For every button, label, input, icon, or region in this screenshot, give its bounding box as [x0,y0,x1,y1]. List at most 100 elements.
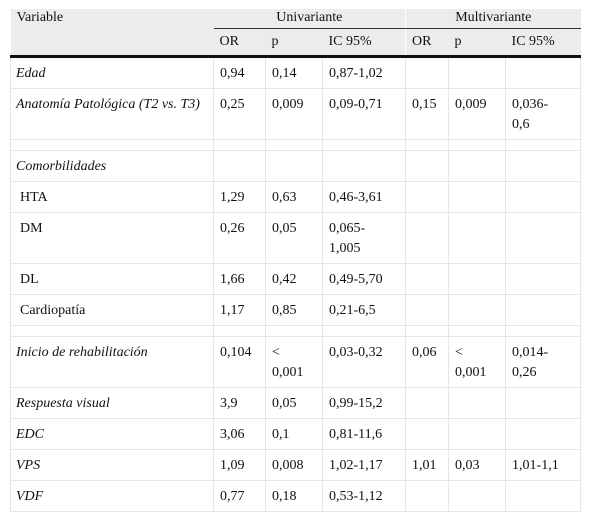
cell: 0,05 [265,387,323,419]
spacer-cell [213,325,266,337]
empty-cell [448,56,507,89]
spacer-cell [448,139,507,151]
row-label: DL [10,263,214,295]
cell: 0,09-0,71 [321,88,407,140]
data-row: DM 0,26 0,05 0,065-1,005 [10,212,582,264]
empty-cell [448,294,507,326]
empty-cell [505,56,582,89]
cell: 0,26 [213,212,266,264]
spacer-cell [10,325,214,337]
empty-cell [448,418,507,450]
cell: 3,06 [213,418,266,450]
cell: 1,66 [213,263,266,295]
spacer-row [10,325,582,337]
column-header: p [448,28,506,58]
column-header: IC 95% [505,28,581,58]
data-row: VDF 0,77 0,18 0,53-1,12 [10,480,582,512]
empty-cell [405,480,450,512]
cell: 0,15 [405,88,450,140]
spacer-cell [505,139,582,151]
cell: 1,09 [213,449,266,481]
row-label: HTA [10,181,214,213]
cell: 0,25 [213,88,266,140]
spacer-row [10,139,582,151]
column-header: p [265,28,323,58]
data-row: HTA 1,29 0,63 0,46-3,61 [10,181,582,213]
row-label: Respuesta visual [10,387,214,419]
cell: 0,63 [265,181,323,213]
empty-cell [505,263,582,295]
cell: < 0,001 [265,336,323,388]
empty-cell [448,212,507,264]
data-row: DL 1,66 0,42 0,49-5,70 [10,263,582,295]
cell: 0,014-0,26 [505,336,582,388]
cell: 1,01-1,1 [505,449,582,481]
empty-cell [405,56,450,89]
cell: 0,03-0,32 [321,336,407,388]
cell: 0,14 [265,56,323,89]
empty-cell [505,150,582,182]
cell: 0,53-1,12 [321,480,407,512]
empty-cell [505,480,582,512]
cell: 0,87-1,02 [321,56,407,89]
cell: 0,06 [405,336,450,388]
empty-cell [505,181,582,213]
cell: 1,29 [213,181,266,213]
cell: 0,81-11,6 [321,418,407,450]
spacer-cell [321,139,407,151]
data-row: Inicio de rehabilitación 0,104 < 0,001 0,03… [10,336,582,388]
header-row: Variable Univariante Multivariante [10,9,581,58]
spacer-cell [448,325,507,337]
cell: 1,17 [213,294,266,326]
empty-cell [448,150,507,182]
cell: 0,104 [213,336,266,388]
empty-cell [448,181,507,213]
empty-cell [265,150,323,182]
cell: 0,009 [265,88,323,140]
cell: 3,9 [213,387,266,419]
empty-cell [321,150,407,182]
empty-cell [448,263,507,295]
empty-cell [448,480,507,512]
cell: 1,02-1,17 [321,449,407,481]
spacer-cell [213,139,266,151]
header-row: OR p IC 95% OR p IC 95% [11,28,581,58]
section-title: Comorbilidades [10,150,214,182]
spacer-cell [265,139,323,151]
cell: 0,21-6,5 [321,294,407,326]
cell: 0,42 [265,263,323,295]
empty-cell [405,181,450,213]
group-header: Multivariante [405,9,581,29]
data-row: Edad 0,94 0,14 0,87-1,02 [10,56,582,89]
cell: 0,99-15,2 [321,387,407,419]
cell: 0,18 [265,480,323,512]
cell: 0,94 [213,56,266,89]
row-label: VDF [10,480,214,512]
column-header: OR [213,28,266,58]
empty-cell [405,294,450,326]
empty-cell [505,294,582,326]
empty-cell [405,263,450,295]
column-header: OR [405,28,449,58]
group-header: Univariante [213,9,406,29]
data-row: VPS 1,09 0,008 1,02-1,17 1,01 0,03 1,01-1,1 [10,449,582,481]
cell: 0,065-1,005 [321,212,407,264]
empty-cell [405,150,450,182]
data-row: Cardiopatía 1,17 0,85 0,21-6,5 [10,294,582,326]
results-table: Variable Univariante Multivariante OR p IC… [10,9,582,512]
empty-cell [405,387,450,419]
cell: 0,77 [213,480,266,512]
cell: 0,008 [265,449,323,481]
empty-cell [213,150,266,182]
variable-header: Variable [10,9,214,58]
cell: 0,036-0,6 [505,88,582,140]
spacer-cell [321,325,407,337]
section-row: Comorbilidades [10,150,582,182]
cell: < 0,001 [448,336,507,388]
empty-cell [505,387,582,419]
spacer-cell [405,139,450,151]
cell: 0,49-5,70 [321,263,407,295]
column-header: IC 95% [322,28,406,58]
data-row: Anatomía Patológica (T2 vs. T3) 0,25 0,009… [10,88,582,140]
